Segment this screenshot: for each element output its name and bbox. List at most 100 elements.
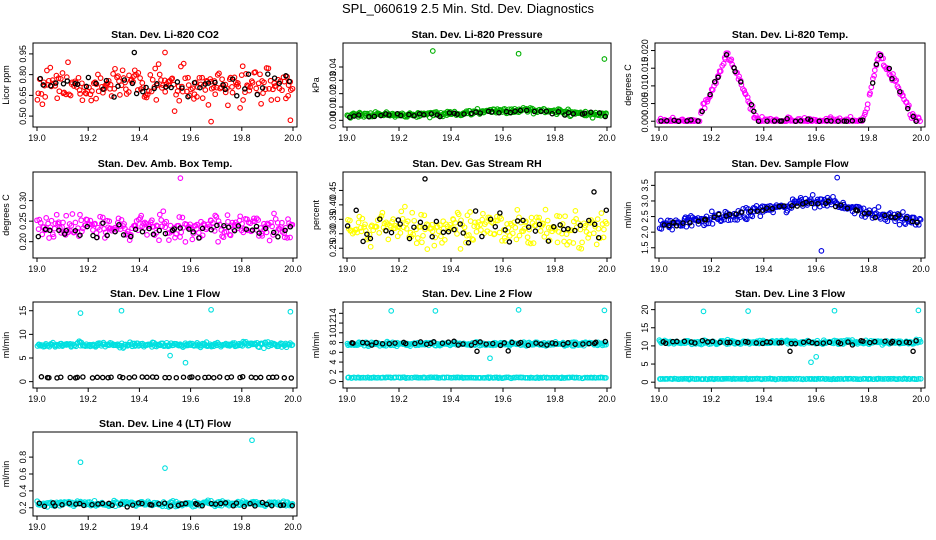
data-point [559, 221, 566, 227]
data-point [792, 340, 799, 347]
data-point [776, 375, 782, 382]
data-point [467, 209, 473, 215]
data-point [150, 231, 157, 238]
data-point [234, 93, 240, 99]
y-tick-label: 3.5 [640, 179, 650, 192]
y-axis-label: degrees C [1, 194, 11, 236]
data-point [190, 229, 196, 235]
data-point [410, 231, 416, 238]
data-point [457, 221, 463, 227]
data-point [573, 374, 580, 381]
data-point [440, 218, 447, 225]
data-point [252, 69, 259, 75]
data-point [735, 339, 741, 346]
data-point [412, 340, 418, 347]
data-point [872, 214, 878, 221]
data-point [526, 226, 533, 233]
data-point [217, 85, 223, 92]
points-layer [34, 437, 296, 510]
data-point [90, 80, 97, 87]
data-point [106, 218, 113, 225]
data-point [171, 226, 178, 232]
data-point [224, 342, 231, 349]
data-point [688, 117, 694, 123]
data-point [351, 113, 357, 119]
data-point [156, 227, 163, 234]
data-point [675, 118, 682, 124]
data-point [828, 118, 834, 124]
data-point [156, 237, 162, 244]
x-tick-label: 19.6 [494, 264, 512, 274]
data-point [149, 76, 156, 83]
data-point [48, 217, 55, 224]
data-point [662, 340, 669, 347]
data-point [889, 75, 895, 82]
data-point [40, 79, 47, 86]
data-point [565, 226, 571, 232]
data-point [808, 359, 814, 366]
data-point [269, 502, 275, 509]
data-point [506, 239, 513, 245]
data-point [498, 215, 505, 222]
y-tick-label: 0 [640, 380, 650, 385]
data-point [156, 501, 162, 507]
data-point [133, 90, 140, 97]
data-point [517, 339, 524, 346]
data-point [455, 342, 462, 348]
data-point [223, 228, 230, 235]
data-point [202, 87, 209, 93]
data-point [717, 68, 724, 75]
data-point [781, 203, 787, 209]
data-point [742, 338, 749, 345]
data-point [173, 374, 180, 381]
data-point [428, 225, 435, 232]
data-point [129, 80, 136, 87]
data-point [551, 374, 558, 381]
data-point [117, 373, 123, 380]
data-point [132, 226, 139, 233]
data-point [270, 229, 277, 236]
y-tick-label: 0 [328, 379, 338, 384]
data-point [281, 230, 288, 237]
x-tick-label: 19.6 [807, 264, 825, 274]
data-point [687, 220, 693, 226]
data-point [216, 374, 223, 380]
x-tick-label: 19.8 [860, 394, 878, 404]
data-point [554, 213, 560, 219]
data-point [487, 216, 494, 222]
x-tick-label: 20.0 [284, 522, 302, 532]
data-point [65, 59, 71, 66]
data-point [271, 75, 278, 81]
data-point [139, 80, 146, 86]
y-tick-label: 0.015 [640, 57, 650, 80]
data-point [809, 192, 816, 198]
data-point [262, 225, 269, 232]
data-point [871, 72, 877, 79]
data-point [432, 234, 439, 241]
data-point [421, 112, 427, 118]
data-point [506, 233, 513, 239]
data-point [889, 338, 896, 345]
data-point [461, 111, 467, 117]
data-point [222, 86, 228, 93]
y-axis-label: ml/min [623, 332, 633, 359]
data-point [429, 233, 435, 240]
y-axis-label: Licor ppm [1, 65, 11, 105]
data-point [40, 82, 46, 88]
data-point [525, 239, 531, 246]
data-point [705, 220, 712, 227]
data-point [153, 97, 160, 103]
data-point [489, 109, 495, 115]
data-point [497, 342, 504, 349]
data-point [182, 500, 189, 507]
data-point [456, 374, 463, 381]
data-point [38, 374, 45, 380]
data-point [902, 221, 909, 227]
data-point [199, 95, 206, 101]
data-point [344, 223, 351, 229]
data-point [717, 339, 723, 346]
data-point [502, 227, 508, 233]
data-point [143, 94, 150, 101]
data-point [163, 218, 170, 225]
data-point [570, 111, 577, 117]
